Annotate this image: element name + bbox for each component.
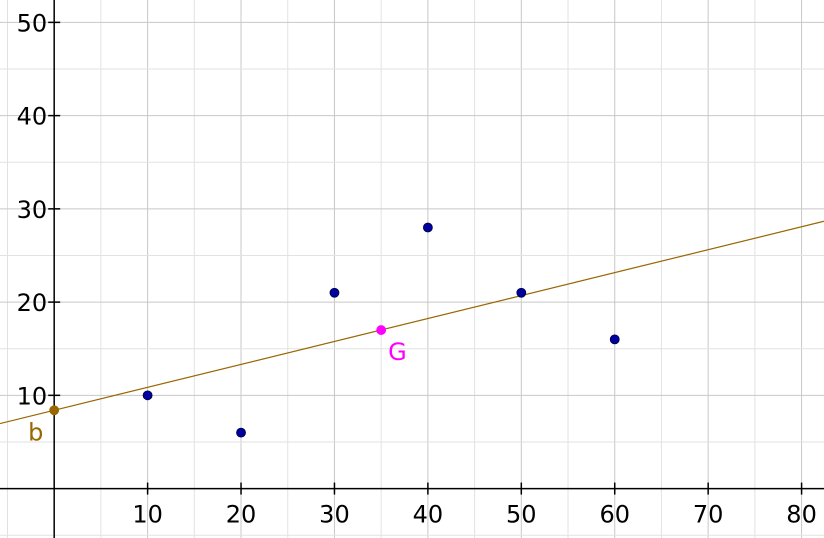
data-point [236,427,246,438]
ticks: 10 20 30 40 50 60 70 80 10 20 30 40 50 [17,9,817,528]
fit-line-layer [0,220,824,425]
data-point [609,334,620,345]
data-point [422,222,433,233]
point-label-b: b [28,418,43,446]
y-tick-label: 30 [17,196,48,224]
x-tick-label: 80 [786,501,817,529]
data-point [516,287,527,298]
x-tick-label: 50 [506,501,537,529]
x-tick-label: 30 [319,501,350,529]
data-point [142,390,153,401]
x-tick-label: 60 [599,501,630,529]
points-layer [142,222,620,438]
data-point [329,287,340,298]
x-tick-label: 10 [132,501,163,529]
x-tick-label: 70 [693,501,724,529]
point-label-g: G [388,338,407,366]
labeled-points: bG [28,325,407,446]
point-g [376,325,387,335]
y-tick-label: 40 [17,103,48,131]
fit-line [0,220,824,425]
point-b [49,405,60,416]
x-tick-label: 40 [413,501,444,529]
y-tick-label: 50 [17,9,48,37]
y-tick-label: 20 [17,289,48,317]
x-tick-label: 20 [226,501,257,529]
y-tick-label: 10 [17,382,48,410]
